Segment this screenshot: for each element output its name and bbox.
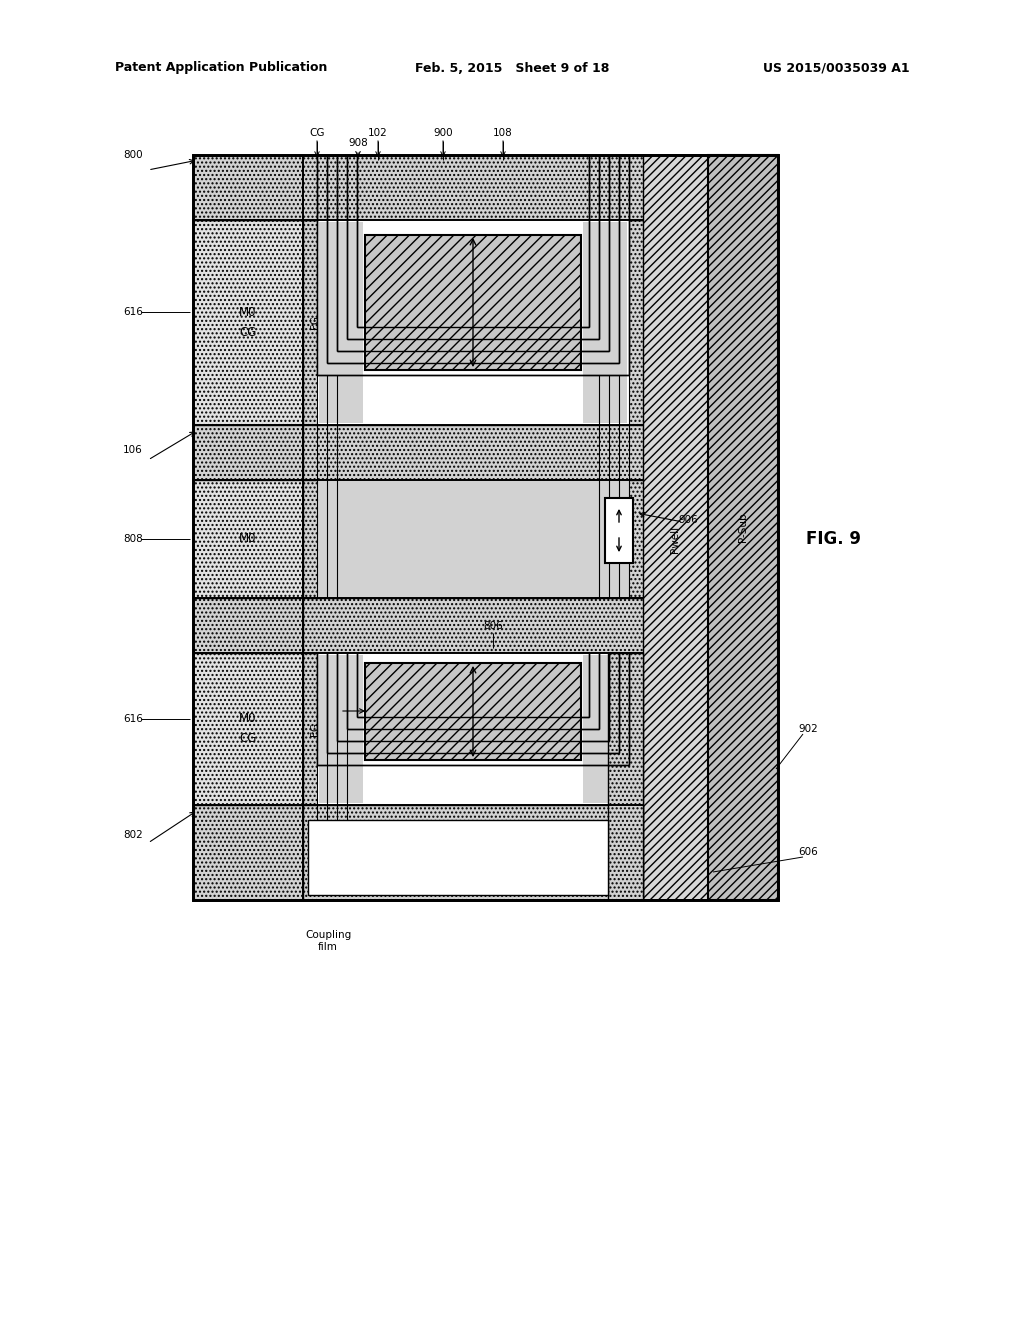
Bar xyxy=(643,154,708,900)
Bar xyxy=(308,820,608,895)
Bar xyxy=(193,598,303,653)
Bar xyxy=(365,663,581,760)
Bar xyxy=(317,653,629,805)
Bar xyxy=(303,653,643,805)
Text: Patent Application Publication: Patent Application Publication xyxy=(115,62,328,74)
Text: CG: CG xyxy=(309,128,325,139)
Bar xyxy=(605,498,633,564)
Text: 106: 106 xyxy=(123,445,143,455)
Bar xyxy=(193,805,303,900)
Text: US 2015/0035039 A1: US 2015/0035039 A1 xyxy=(763,62,910,74)
Bar xyxy=(608,653,643,900)
Bar xyxy=(193,154,778,900)
Bar xyxy=(193,653,303,805)
Bar xyxy=(193,480,303,598)
Text: M0: M0 xyxy=(240,532,257,545)
Text: CG: CG xyxy=(230,828,240,842)
Text: FG: FG xyxy=(310,722,319,737)
Text: 616: 616 xyxy=(123,714,143,723)
Bar xyxy=(319,655,362,803)
Text: EG: EG xyxy=(460,544,476,557)
Bar xyxy=(583,222,627,422)
Bar xyxy=(303,220,643,425)
Text: M0: M0 xyxy=(240,713,257,726)
Text: 808: 808 xyxy=(123,535,143,544)
Bar xyxy=(319,222,362,422)
Text: 902: 902 xyxy=(798,723,818,734)
Text: 606: 606 xyxy=(798,847,818,857)
Bar xyxy=(708,154,778,900)
Bar xyxy=(303,805,643,900)
Bar xyxy=(303,598,643,653)
Text: 906: 906 xyxy=(678,515,698,525)
Bar xyxy=(193,425,303,480)
Text: STI oxide: STI oxide xyxy=(620,829,630,875)
Bar xyxy=(583,655,627,803)
Text: P-Sub: P-Sub xyxy=(738,512,748,541)
Text: Feb. 5, 2015   Sheet 9 of 18: Feb. 5, 2015 Sheet 9 of 18 xyxy=(415,62,609,74)
Text: CG: CG xyxy=(240,326,257,338)
Text: Pwell: Pwell xyxy=(670,525,680,553)
Text: 108: 108 xyxy=(494,128,513,139)
Bar xyxy=(317,220,629,425)
Text: M0: M0 xyxy=(240,305,257,318)
Bar xyxy=(193,220,303,425)
Text: Coupling
film: Coupling film xyxy=(305,931,351,952)
Bar xyxy=(365,235,581,370)
Bar xyxy=(303,425,643,480)
Text: 900: 900 xyxy=(433,128,453,139)
Text: Cap: Cap xyxy=(210,820,220,841)
Bar xyxy=(193,154,643,220)
Text: 616: 616 xyxy=(123,308,143,317)
Bar xyxy=(193,154,643,900)
Text: Fin: Fin xyxy=(465,296,481,309)
Bar xyxy=(193,154,778,900)
Bar xyxy=(193,805,303,900)
Bar xyxy=(317,480,629,598)
Text: FIG. 9: FIG. 9 xyxy=(806,531,860,548)
Text: ILD: ILD xyxy=(447,850,469,863)
Text: Fin: Fin xyxy=(465,705,481,718)
Text: CG: CG xyxy=(240,733,257,746)
Bar xyxy=(303,480,643,598)
Text: 800: 800 xyxy=(123,150,142,160)
Text: 802: 802 xyxy=(123,830,143,840)
Bar xyxy=(303,805,643,900)
Text: 806: 806 xyxy=(483,620,503,631)
Text: 102: 102 xyxy=(368,128,388,139)
Text: 908: 908 xyxy=(348,139,368,148)
Text: CT: CT xyxy=(445,524,461,537)
Text: FG: FG xyxy=(310,315,319,329)
